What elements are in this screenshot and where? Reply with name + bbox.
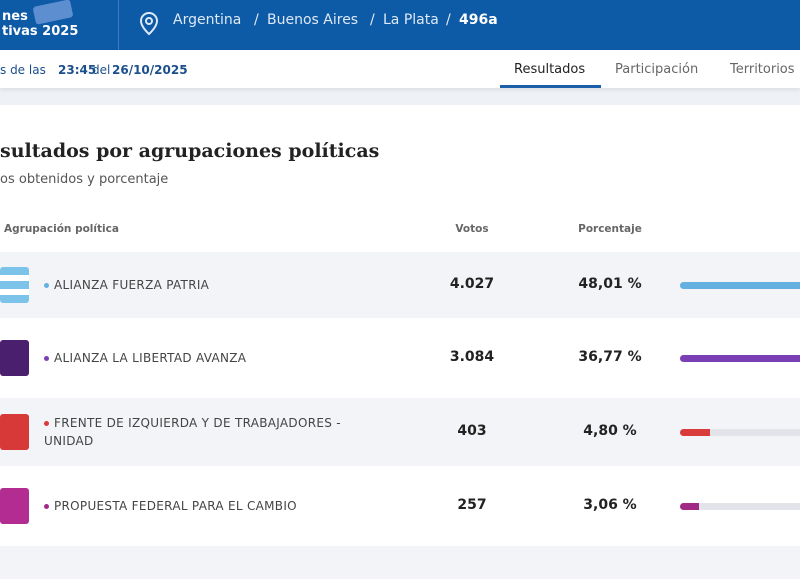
party-name: PROPUESTA FEDERAL PARA EL CAMBIO (44, 497, 384, 515)
logo: nes tivas 2025 (0, 0, 119, 50)
logo-text: nes (2, 9, 28, 24)
column-header: Agrupación política (4, 223, 119, 235)
percentage: 4,80 % (583, 423, 637, 439)
table-row (0, 398, 800, 466)
table-row (0, 546, 800, 579)
breadcrumb-current: 496a (459, 12, 498, 28)
update-date: 26/10/2025 (112, 63, 188, 77)
update-text: del (92, 63, 111, 77)
table-row (0, 252, 800, 318)
bar (680, 355, 800, 362)
votes: 403 (457, 423, 487, 439)
votes: 3.084 (449, 349, 495, 365)
party-name-text: PROPUESTA FEDERAL PARA EL CAMBIO (54, 499, 297, 513)
breadcrumb-sep: / (446, 12, 451, 28)
logo-text: tivas 2025 (2, 24, 79, 39)
bar-track (680, 503, 800, 510)
breadcrumb[interactable]: Buenos Aires (267, 12, 359, 28)
percentage: 36,77 % (578, 349, 642, 365)
tab-underline (500, 85, 601, 88)
tab[interactable]: Participación (615, 62, 699, 77)
party-name-text: ALIANZA LA LIBERTAD AVANZA (54, 351, 247, 365)
column-header: Votos (455, 223, 489, 235)
logo-icon (32, 0, 74, 25)
column-header: Porcentaje (578, 223, 642, 235)
tab[interactable]: Territorios (730, 62, 795, 77)
party-dot (44, 504, 49, 509)
breadcrumb-sep: / (254, 12, 259, 28)
party-logo (0, 340, 29, 376)
card (0, 105, 800, 579)
sub-bar: s de las 23:45 del 26/10/2025 Resultados… (0, 50, 800, 88)
party-name-text: ALIANZA FUERZA PATRIA (54, 278, 210, 292)
location-icon (139, 11, 159, 36)
breadcrumb[interactable]: La Plata (383, 12, 439, 28)
party-dot (44, 421, 49, 426)
votes: 4.027 (449, 276, 495, 292)
section-subtitle: os obtenidos y porcentaje (0, 172, 169, 187)
party-logo (0, 267, 29, 303)
update-time: 23:45 (58, 63, 97, 77)
party-name: ALIANZA LA LIBERTAD AVANZA (44, 349, 384, 367)
party-logo (0, 488, 29, 524)
bar-track (680, 282, 800, 289)
party-name: ALIANZA FUERZA PATRIA (44, 276, 384, 294)
breadcrumb-sep: / (370, 12, 375, 28)
top-bar: nes tivas 2025 Argentina / Buenos Aires … (0, 0, 800, 50)
breadcrumb[interactable]: Argentina (173, 12, 242, 28)
bar-track (680, 429, 800, 436)
tab-active[interactable]: Resultados (514, 62, 586, 77)
party-dot (44, 356, 49, 361)
percentage: 48,01 % (578, 276, 642, 292)
bar (680, 503, 699, 510)
party-dot (44, 283, 49, 288)
party-name-text: FRENTE DE IZQUIERDA Y DE TRABAJADORES - … (44, 416, 341, 448)
bar-track (680, 355, 800, 362)
section-title: sultados por agrupaciones políticas (0, 140, 380, 162)
party-name: FRENTE DE IZQUIERDA Y DE TRABAJADORES - … (44, 414, 384, 450)
percentage: 3,06 % (583, 497, 637, 513)
votes: 257 (457, 497, 487, 513)
party-logo (0, 414, 29, 450)
bar (680, 282, 800, 289)
update-text: s de las (0, 63, 46, 77)
bar (680, 429, 710, 436)
